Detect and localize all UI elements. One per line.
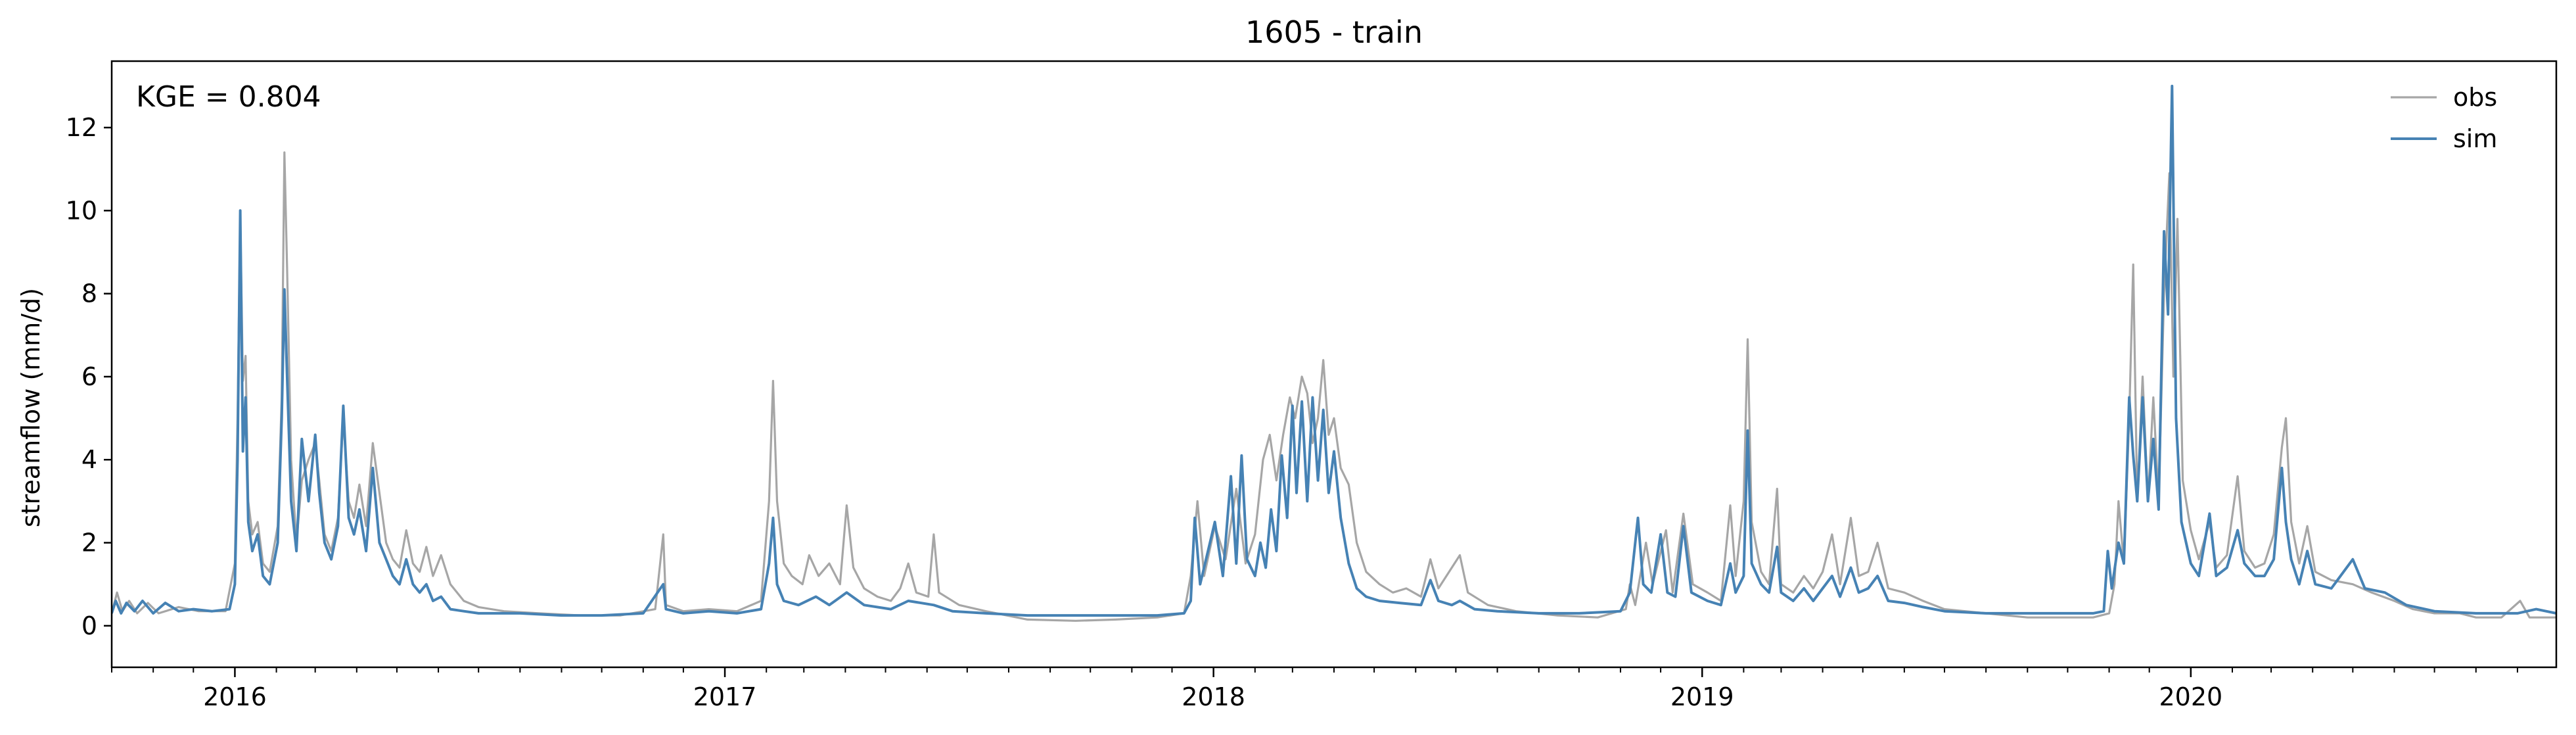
y-tick-label: 6 [81,362,97,391]
kge-annotation: KGE = 0.804 [136,80,321,114]
y-tick-label: 2 [81,529,97,557]
y-tick-label: 12 [66,113,97,142]
x-tick-label: 2016 [203,682,267,711]
x-tick-label: 2017 [693,682,757,711]
plot-frame [110,60,2558,669]
y-tick-label: 4 [81,445,97,474]
y-tick-label: 0 [81,611,97,640]
plot-area [112,84,2556,622]
chart-title: 1605 - train [1245,14,1423,50]
y-tick-label: 8 [81,279,97,308]
x-tick-label: 2018 [1182,682,1245,711]
y-axis: 0 2 4 6 8 10 12 [66,113,112,640]
x-axis: 2016 2017 2018 2019 2020 [111,667,2518,711]
x-tick-label: 2020 [2159,682,2222,711]
legend-label-obs: obs [2453,83,2497,112]
series-line-obs [112,151,2556,622]
x-tick-label: 2019 [1670,682,1734,711]
y-tick-label: 10 [66,196,97,225]
y-axis-label: streamflow (mm/d) [16,288,45,527]
legend-label-sim: sim [2453,124,2497,153]
series-line-sim [112,84,2556,617]
legend: obs sim [2391,83,2497,153]
